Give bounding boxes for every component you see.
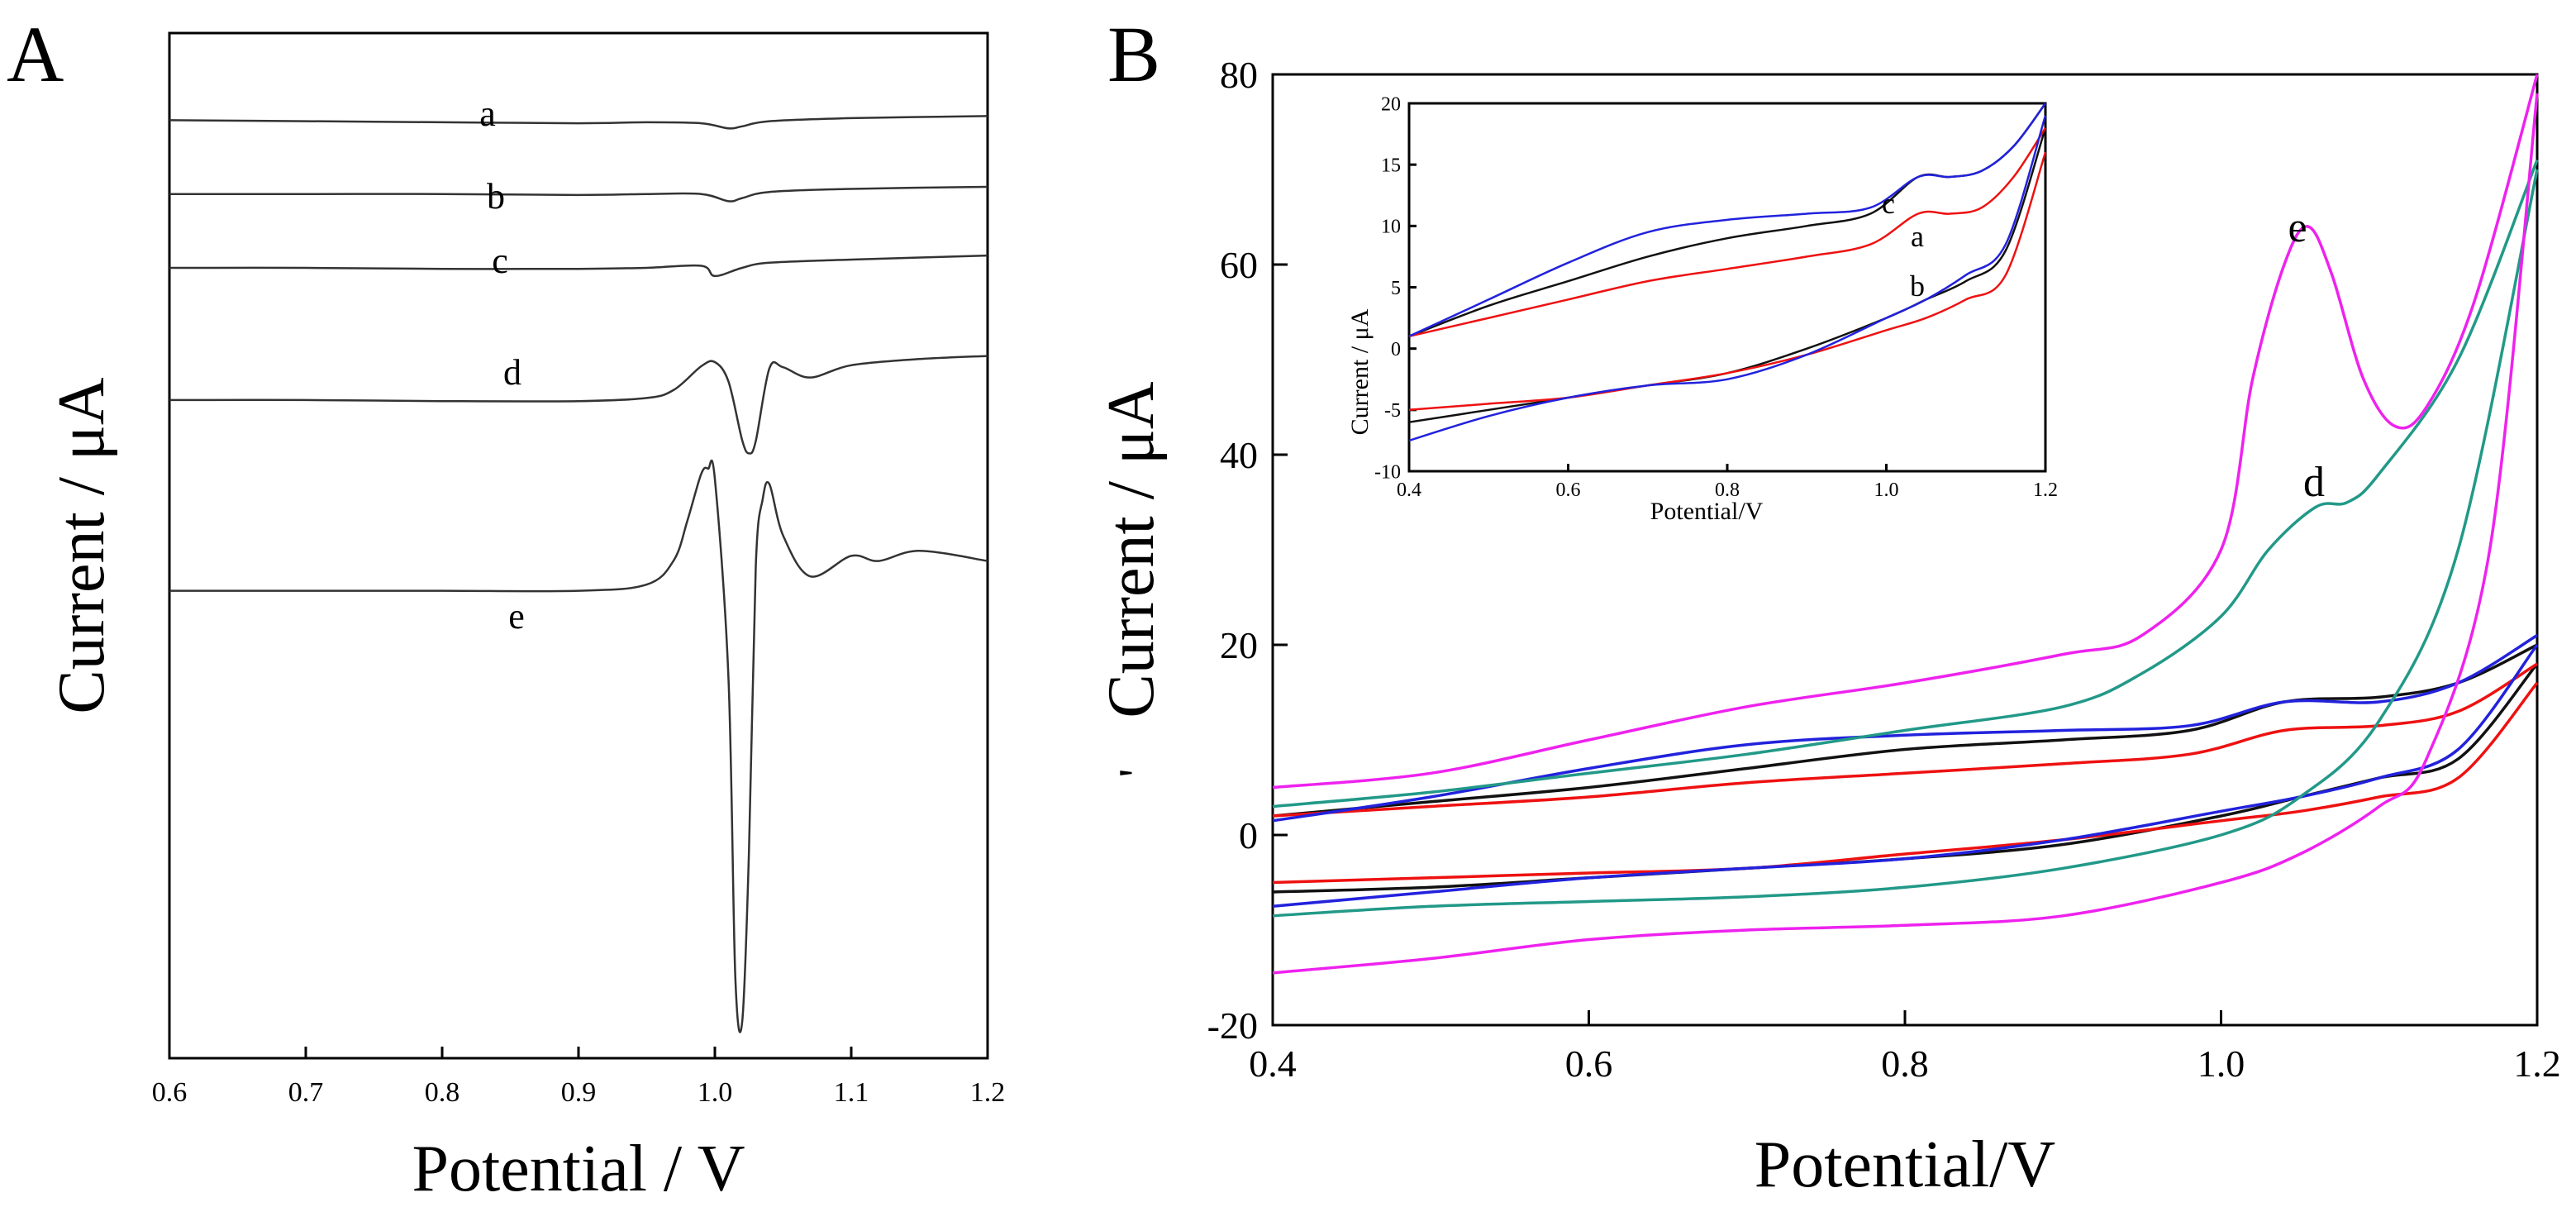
panel-b-x-tick-label: 1.0 bbox=[2197, 1042, 2245, 1085]
inset-curve-b-forward bbox=[1408, 127, 2047, 338]
panel-a-curve-d bbox=[169, 355, 988, 455]
panel-a-y-axis-label: Current / μA bbox=[45, 377, 118, 713]
panel-a-curve-e bbox=[169, 459, 988, 1033]
panel-b-curve-d-reverse bbox=[1272, 169, 2539, 918]
panel-b-curve-d-forward bbox=[1272, 159, 2539, 809]
inset-y-tick-label: 0 bbox=[1391, 339, 1401, 360]
panel-a-x-tick-label: 0.6 bbox=[152, 1077, 188, 1108]
panel-b-x-axis-label: Potential/V bbox=[1755, 1128, 2055, 1201]
panel-b-series bbox=[1272, 74, 2539, 975]
inset-x-tick-label: 0.4 bbox=[1397, 479, 1421, 501]
inset-y-tick-label: 20 bbox=[1381, 93, 1401, 115]
panel-a-annotation-e: e bbox=[508, 596, 525, 637]
inset-plot-frame bbox=[1407, 102, 2047, 473]
inset-y-tick-label: -10 bbox=[1374, 461, 1401, 483]
panel-b-curve-a-forward bbox=[1272, 643, 2538, 818]
panel-b-x-tick-label: 0.6 bbox=[1565, 1042, 1613, 1085]
panel-b-label: B bbox=[1107, 10, 1160, 98]
panel-b-x-ticks: 0.4 0.6 0.8 1.0 1.2 bbox=[1249, 1010, 2561, 1085]
panel-a-annotation-b: b bbox=[487, 176, 505, 217]
panel-b-curve-c-reverse bbox=[1272, 643, 2539, 909]
panel-a-annotation-d: d bbox=[503, 352, 521, 393]
panel-a-x-tick-label: 0.7 bbox=[288, 1077, 324, 1108]
inset-x-ticks: 0.4 0.6 0.8 1.0 1.2 bbox=[1397, 464, 2058, 501]
inset-y-tick-label: 10 bbox=[1381, 217, 1401, 238]
panel-b-y-axis-label-mark: ' bbox=[1109, 769, 1164, 778]
panel-b-curve-b-reverse bbox=[1272, 681, 2539, 885]
panel-a-x-axis-label: Potential / V bbox=[412, 1133, 745, 1205]
panel-b-y-axis-label: Current / μA bbox=[1095, 381, 1168, 718]
panel-b-y-tick-label: 0 bbox=[1239, 814, 1258, 856]
panel-a-x-tick-label: 0.9 bbox=[561, 1077, 597, 1108]
inset-y-tick-label: 15 bbox=[1381, 155, 1401, 177]
inset-annotation-b: b bbox=[1910, 270, 1925, 303]
panel-a-annotations: a bc d e bbox=[479, 93, 525, 637]
inset-curve-a-reverse bbox=[1408, 127, 2047, 423]
inset-x-tick-label: 1.0 bbox=[1874, 479, 1899, 501]
inset-y-ticks: -10 -5 0 5 10 15 20 bbox=[1374, 93, 1417, 483]
panel-a-x-tick-label: 0.8 bbox=[425, 1077, 460, 1108]
panel-b-y-tick-label: 20 bbox=[1220, 624, 1258, 666]
panel-b-x-tick-label: 1.2 bbox=[2513, 1042, 2561, 1085]
panel-b-y-tick-label: 40 bbox=[1220, 434, 1258, 476]
panel-a-curve-a bbox=[169, 115, 988, 130]
inset-curve-c-reverse bbox=[1408, 115, 2047, 442]
panel-b-x-tick-label: 0.4 bbox=[1249, 1042, 1297, 1085]
panel-a-x-ticks: 0.6 0.7 0.8 0.9 1.0 1.1 1.2 bbox=[152, 1047, 1006, 1108]
inset-chart: -10 -5 0 5 10 15 20 0.4 0.6 0.8 1.0 1.2 cab Potent… bbox=[1346, 93, 2058, 525]
panel-b-annotation-d: d bbox=[2303, 459, 2325, 506]
panel-b-y-tick-label: -20 bbox=[1207, 1004, 1258, 1047]
panel-a-curve-c bbox=[169, 254, 988, 278]
panel-a-x-tick-label: 1.1 bbox=[834, 1077, 869, 1108]
inset-y-axis-label: Current / μA bbox=[1346, 308, 1374, 435]
inset-x-tick-label: 0.8 bbox=[1715, 479, 1740, 501]
panel-a-x-tick-label: 1.2 bbox=[970, 1077, 1006, 1108]
panel-b-annotation-e: e bbox=[2288, 204, 2307, 251]
inset-y-tick-label: -5 bbox=[1384, 400, 1401, 422]
panel-b-curve-b-forward bbox=[1272, 662, 2538, 818]
inset-annotation-c: c bbox=[1882, 187, 1895, 220]
panel-a-label: A bbox=[7, 10, 64, 98]
panel-b-y-ticks: -20 0 20 40 60 80 bbox=[1207, 54, 1288, 1047]
panel-a: A 0.6 0.7 0.8 0.9 1.0 1.1 1.2 a bc d e Potential … bbox=[7, 10, 1005, 1205]
inset-x-tick-label: 1.2 bbox=[2033, 479, 2058, 501]
panel-b-y-tick-label: 60 bbox=[1220, 244, 1258, 286]
panel-b-y-tick-label: 80 bbox=[1220, 54, 1258, 96]
inset-series bbox=[1408, 103, 2047, 442]
panel-b-x-tick-label: 0.8 bbox=[1881, 1042, 1929, 1085]
inset-annotation-a: a bbox=[1911, 220, 1924, 253]
panel-a-series bbox=[169, 115, 988, 1033]
panel-b-curve-e-forward bbox=[1272, 74, 2539, 790]
panel-b-curve-e-reverse bbox=[1272, 93, 2539, 975]
inset-annotations: cab bbox=[1882, 187, 1925, 303]
panel-a-plot-frame bbox=[168, 31, 989, 1060]
panel-a-annotation-a: a bbox=[479, 93, 496, 134]
inset-x-axis-label: Potential/V bbox=[1650, 498, 1764, 525]
panel-a-x-tick-label: 1.0 bbox=[698, 1077, 733, 1108]
inset-curve-c-forward bbox=[1408, 103, 2047, 337]
panel-b-annotations: ed bbox=[2288, 204, 2325, 506]
inset-x-tick-label: 0.6 bbox=[1556, 479, 1581, 501]
panel-a-annotation-c: c bbox=[492, 241, 508, 281]
inset-y-tick-label: 5 bbox=[1391, 278, 1401, 299]
panel-a-curve-b bbox=[169, 185, 988, 203]
